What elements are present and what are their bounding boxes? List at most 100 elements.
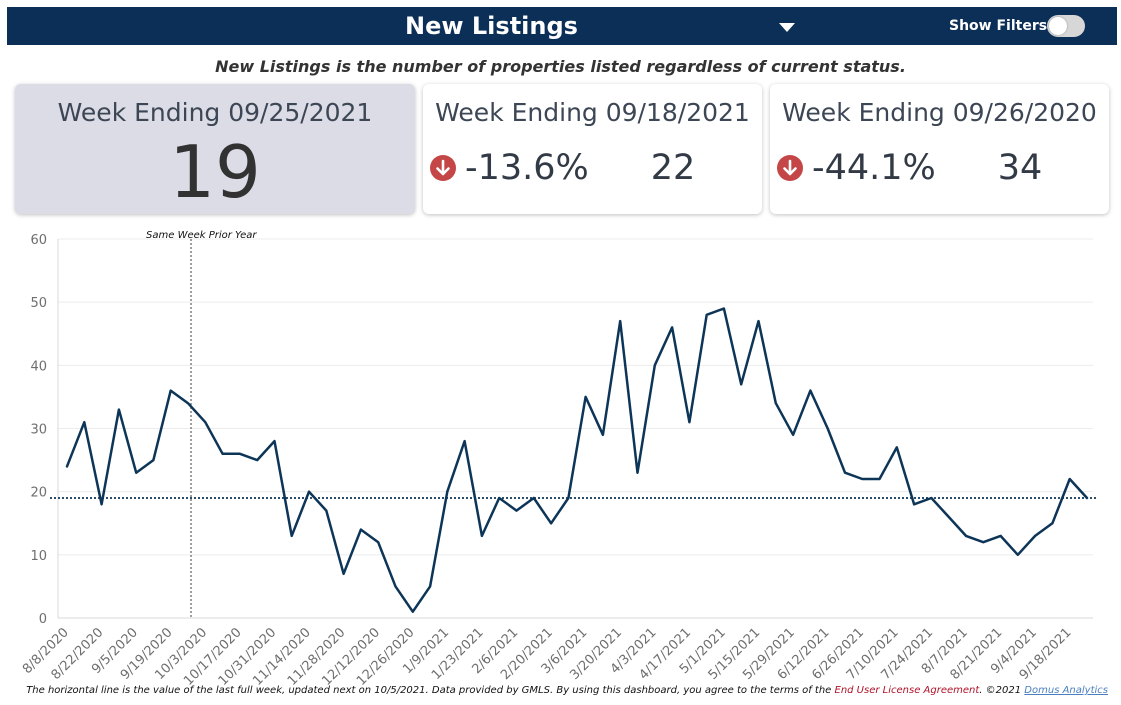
metric-dropdown[interactable]: New Listings [392, 7, 802, 45]
data-point[interactable] [771, 398, 781, 408]
data-point[interactable] [390, 581, 400, 591]
x-axis-ticks: 8/8/20208/22/20209/5/20209/19/202010/3/2… [20, 625, 1075, 685]
data-point[interactable] [1082, 493, 1092, 503]
chevron-down-icon[interactable] [779, 23, 795, 32]
data-point[interactable] [511, 506, 521, 516]
kpi-card-previous-week: Week Ending 09/18/2021 -13.6% 22 [423, 84, 762, 214]
data-point[interactable] [840, 468, 850, 478]
data-point[interactable] [892, 442, 902, 452]
new-listings-line-chart[interactable]: 0 10 20 30 40 50 60 8/8/20208/22/20209/5/20209… [0, 225, 1121, 685]
data-point[interactable] [650, 360, 660, 370]
arrow-down-circle-icon [777, 155, 803, 181]
prior-year-annotation: Same Week Prior Year [146, 230, 257, 618]
data-point[interactable] [598, 430, 608, 440]
footer-text: The horizontal line is the value of the … [26, 685, 835, 696]
data-point[interactable] [304, 487, 314, 497]
data-point[interactable] [252, 455, 262, 465]
data-point[interactable] [356, 525, 366, 535]
data-point[interactable] [1047, 518, 1057, 528]
data-point[interactable] [996, 531, 1006, 541]
footer-disclaimer: The horizontal line is the value of the … [0, 685, 1108, 696]
kpi-heading: Week Ending 09/26/2020 [782, 98, 1097, 127]
data-point[interactable] [339, 569, 349, 579]
data-point[interactable] [961, 531, 971, 541]
data-point[interactable] [218, 449, 228, 459]
data-point[interactable] [667, 322, 677, 332]
data-point[interactable] [719, 303, 729, 313]
data-point[interactable] [1013, 550, 1023, 560]
data-point[interactable] [373, 537, 383, 547]
data-point[interactable] [563, 493, 573, 503]
data-point[interactable] [425, 581, 435, 591]
metric-title: New Listings [405, 12, 578, 40]
toggle-knob[interactable] [1049, 17, 1067, 35]
data-point[interactable] [736, 379, 746, 389]
data-point[interactable] [62, 461, 72, 471]
data-point[interactable] [460, 436, 470, 446]
header-bar: New Listings Show Filters: [7, 7, 1117, 45]
data-point[interactable] [321, 506, 331, 516]
data-point[interactable] [529, 493, 539, 503]
data-point[interactable] [875, 474, 885, 484]
y-tick-label: 10 [30, 549, 47, 564]
kpi-value: 19 [169, 130, 261, 214]
series-line[interactable] [65, 307, 1089, 613]
data-point[interactable] [114, 405, 124, 415]
data-point[interactable] [494, 493, 504, 503]
data-point[interactable] [166, 386, 176, 396]
data-point[interactable] [477, 531, 487, 541]
footer-copyright: . ©2021 [979, 685, 1025, 696]
data-point[interactable] [408, 607, 418, 617]
data-point[interactable] [944, 512, 954, 522]
data-point[interactable] [788, 430, 798, 440]
data-point[interactable] [442, 487, 452, 497]
data-point[interactable] [287, 531, 297, 541]
y-tick-label: 0 [39, 612, 47, 627]
data-point[interactable] [581, 392, 591, 402]
data-point[interactable] [857, 474, 867, 484]
metric-description: New Listings is the number of properties… [215, 57, 906, 76]
domus-analytics-link[interactable]: Domus Analytics [1024, 685, 1108, 696]
kpi-value: 34 [997, 148, 1043, 188]
data-point[interactable] [702, 310, 712, 320]
gridlines [57, 238, 1093, 619]
data-point[interactable] [97, 499, 107, 509]
y-tick-label: 50 [30, 296, 47, 311]
series-group[interactable] [62, 303, 1092, 616]
data-point[interactable] [926, 493, 936, 503]
y-tick-label: 60 [30, 233, 47, 248]
data-point[interactable] [200, 417, 210, 427]
kpi-card-previous-year: Week Ending 09/26/2020 -44.1% 34 [770, 84, 1109, 214]
arrow-down-circle-icon [430, 155, 456, 181]
kpi-card-current-week: Week Ending 09/25/2021 19 [15, 84, 415, 214]
data-point[interactable] [1065, 474, 1075, 484]
data-point[interactable] [269, 436, 279, 446]
eula-link[interactable]: End User License Agreement [834, 685, 980, 696]
prior-year-label: Same Week Prior Year [146, 230, 257, 241]
data-point[interactable] [633, 468, 643, 478]
show-filters-toggle[interactable] [1047, 15, 1085, 37]
kpi-value: 22 [650, 148, 696, 188]
data-point[interactable] [546, 518, 556, 528]
data-point[interactable] [235, 449, 245, 459]
kpi-heading: Week Ending 09/25/2021 [57, 98, 373, 127]
data-point[interactable] [978, 537, 988, 547]
data-point[interactable] [131, 468, 141, 478]
data-point[interactable] [1030, 531, 1040, 541]
y-tick-label: 40 [30, 359, 47, 374]
data-point[interactable] [615, 316, 625, 326]
data-point[interactable] [909, 499, 919, 509]
data-point[interactable] [823, 424, 833, 434]
kpi-heading: Week Ending 09/18/2021 [435, 98, 750, 127]
data-point[interactable] [79, 417, 89, 427]
y-axis-ticks: 0 10 20 30 40 50 60 [30, 233, 47, 627]
data-point[interactable] [148, 455, 158, 465]
data-point[interactable] [805, 386, 815, 396]
data-point[interactable] [183, 398, 193, 408]
data-point[interactable] [754, 316, 764, 326]
y-tick-label: 30 [30, 423, 47, 438]
data-point[interactable] [684, 417, 694, 427]
y-tick-label: 20 [30, 486, 47, 501]
kpi-percent-change: -13.6% [465, 148, 589, 188]
